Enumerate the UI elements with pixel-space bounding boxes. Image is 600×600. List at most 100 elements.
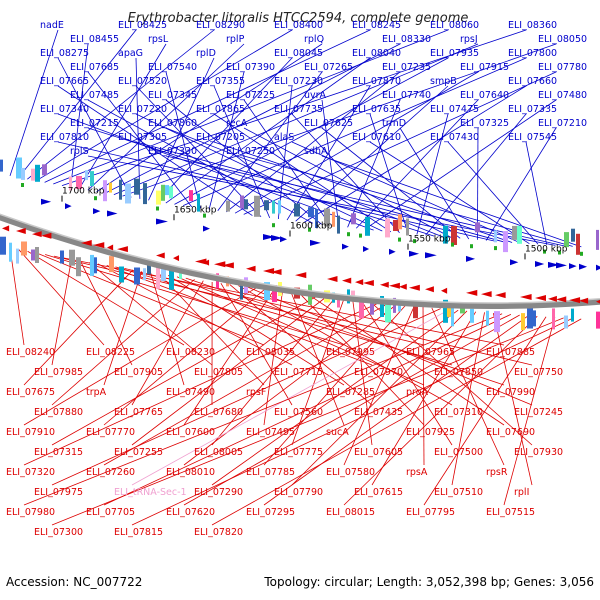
label-connector — [165, 71, 201, 209]
label-connector — [226, 71, 401, 213]
feature-block-top — [564, 232, 569, 248]
gene-label-top: nadE — [40, 20, 64, 31]
feature-block-bottom — [521, 313, 525, 331]
feature-block-bottom — [161, 264, 166, 281]
forward-gene-arrow — [556, 262, 567, 269]
label-connector — [347, 99, 401, 228]
feature-block-bottom — [385, 301, 391, 323]
forward-gene-arrow — [107, 210, 118, 217]
marker-block — [470, 244, 473, 249]
feature-block-top — [189, 190, 193, 202]
feature-block-top — [517, 225, 522, 244]
label-connector — [70, 43, 89, 188]
gene-label-top: ELI_08290 — [196, 20, 245, 31]
marker-block — [451, 242, 454, 247]
label-connector — [321, 155, 582, 248]
gene-label-bottom: ELI_07435 — [354, 407, 403, 418]
feature-block-bottom — [494, 311, 500, 333]
gene-label-bottom: ELI_08240 — [6, 347, 55, 358]
label-connector — [477, 127, 479, 240]
label-connector — [51, 279, 195, 406]
marker-block — [580, 251, 583, 256]
label-connector — [263, 315, 529, 506]
label-connector — [148, 57, 215, 201]
gene-label-top: ELI_07810 — [40, 132, 89, 143]
label-connector — [238, 285, 453, 406]
feature-block-bottom — [443, 299, 448, 323]
gene-label-top: rplP — [226, 34, 245, 45]
gene-label-bottom: ELI_07970 — [354, 367, 403, 378]
reverse-gene-arrow — [425, 286, 434, 293]
feature-block-bottom — [143, 268, 146, 281]
gene-label-bottom: ELI_08230 — [166, 347, 215, 358]
feature-block-bottom — [21, 241, 27, 256]
feature-block-top — [365, 216, 370, 236]
reverse-gene-arrow — [295, 272, 307, 279]
gene-label-top: ELI_08275 — [40, 48, 89, 59]
feature-block-bottom — [272, 285, 277, 303]
feature-block-top — [21, 167, 25, 180]
label-connector — [103, 288, 266, 426]
label-connector — [304, 85, 527, 223]
gene-label-top: ELI_07485 — [70, 90, 119, 101]
forward-gene-arrow — [548, 261, 560, 268]
gene-label-bottom: ELI_07765 — [114, 407, 163, 418]
gene-label-top: ELI_07780 — [538, 62, 587, 73]
feature-block-top — [244, 199, 248, 210]
feature-block-top — [294, 203, 300, 217]
label-connector — [18, 249, 105, 346]
gene-label-bottom: ELI_07965 — [406, 347, 455, 358]
gene-label-top: ELI_07475 — [430, 104, 479, 115]
feature-block-bottom — [60, 250, 64, 264]
gene-label-top: ELI_07740 — [382, 90, 431, 101]
feature-block-top — [134, 178, 140, 195]
scale-label: 1650 kbp — [174, 205, 217, 215]
genome-backbone — [0, 214, 600, 309]
feature-block-top — [406, 218, 409, 236]
forward-gene-arrow — [389, 248, 396, 255]
label-connector — [291, 310, 468, 486]
feature-block-bottom — [564, 315, 568, 329]
label-connector — [211, 309, 459, 486]
gene-label-bottom: proA — [406, 387, 429, 398]
forward-gene-arrow — [271, 235, 283, 242]
feature-block-top — [143, 183, 147, 205]
marker-block — [543, 249, 546, 254]
label-connector — [370, 301, 533, 446]
feature-block-top — [254, 195, 260, 217]
topology-summary: Topology: circular; Length: 3,052,398 bp… — [263, 575, 594, 589]
forward-gene-arrow — [342, 243, 349, 250]
label-connector — [208, 71, 245, 210]
label-connector — [87, 71, 193, 208]
gene-label-top: ELI_07340 — [40, 104, 89, 115]
marker-block — [308, 227, 311, 232]
feature-block-bottom — [533, 310, 536, 327]
forward-gene-arrow — [65, 203, 72, 210]
gene-label-top: ELI_08050 — [538, 34, 587, 45]
gene-label-bottom: ELI_07605 — [354, 447, 403, 458]
gene-label-top: ELI_07265 — [304, 62, 353, 73]
gene-label-top: rplS — [70, 146, 89, 157]
label-connector — [211, 318, 582, 526]
feature-block-bottom — [552, 308, 555, 330]
feature-block-top — [0, 159, 3, 172]
label-connector — [371, 311, 477, 486]
forward-gene-arrow — [579, 263, 588, 270]
forward-gene-arrow — [596, 264, 600, 271]
feature-block-bottom — [571, 308, 574, 322]
label-connector — [23, 302, 380, 466]
gene-label-bottom: ELI_07690 — [486, 427, 535, 438]
reverse-gene-arrow — [271, 269, 282, 276]
gene-label-bottom: ELI_07995 — [326, 347, 375, 358]
reverse-gene-arrow — [466, 289, 478, 296]
label-connector — [103, 303, 389, 466]
reverse-gene-arrow — [117, 246, 128, 253]
reverse-gene-arrow — [16, 228, 26, 235]
reverse-gene-arrow — [203, 259, 210, 266]
label-connector — [135, 113, 383, 232]
gene-label-top: ELI_07915 — [460, 62, 509, 73]
marker-block — [413, 239, 416, 244]
feature-block-top — [226, 200, 230, 212]
label-connector — [96, 43, 323, 193]
